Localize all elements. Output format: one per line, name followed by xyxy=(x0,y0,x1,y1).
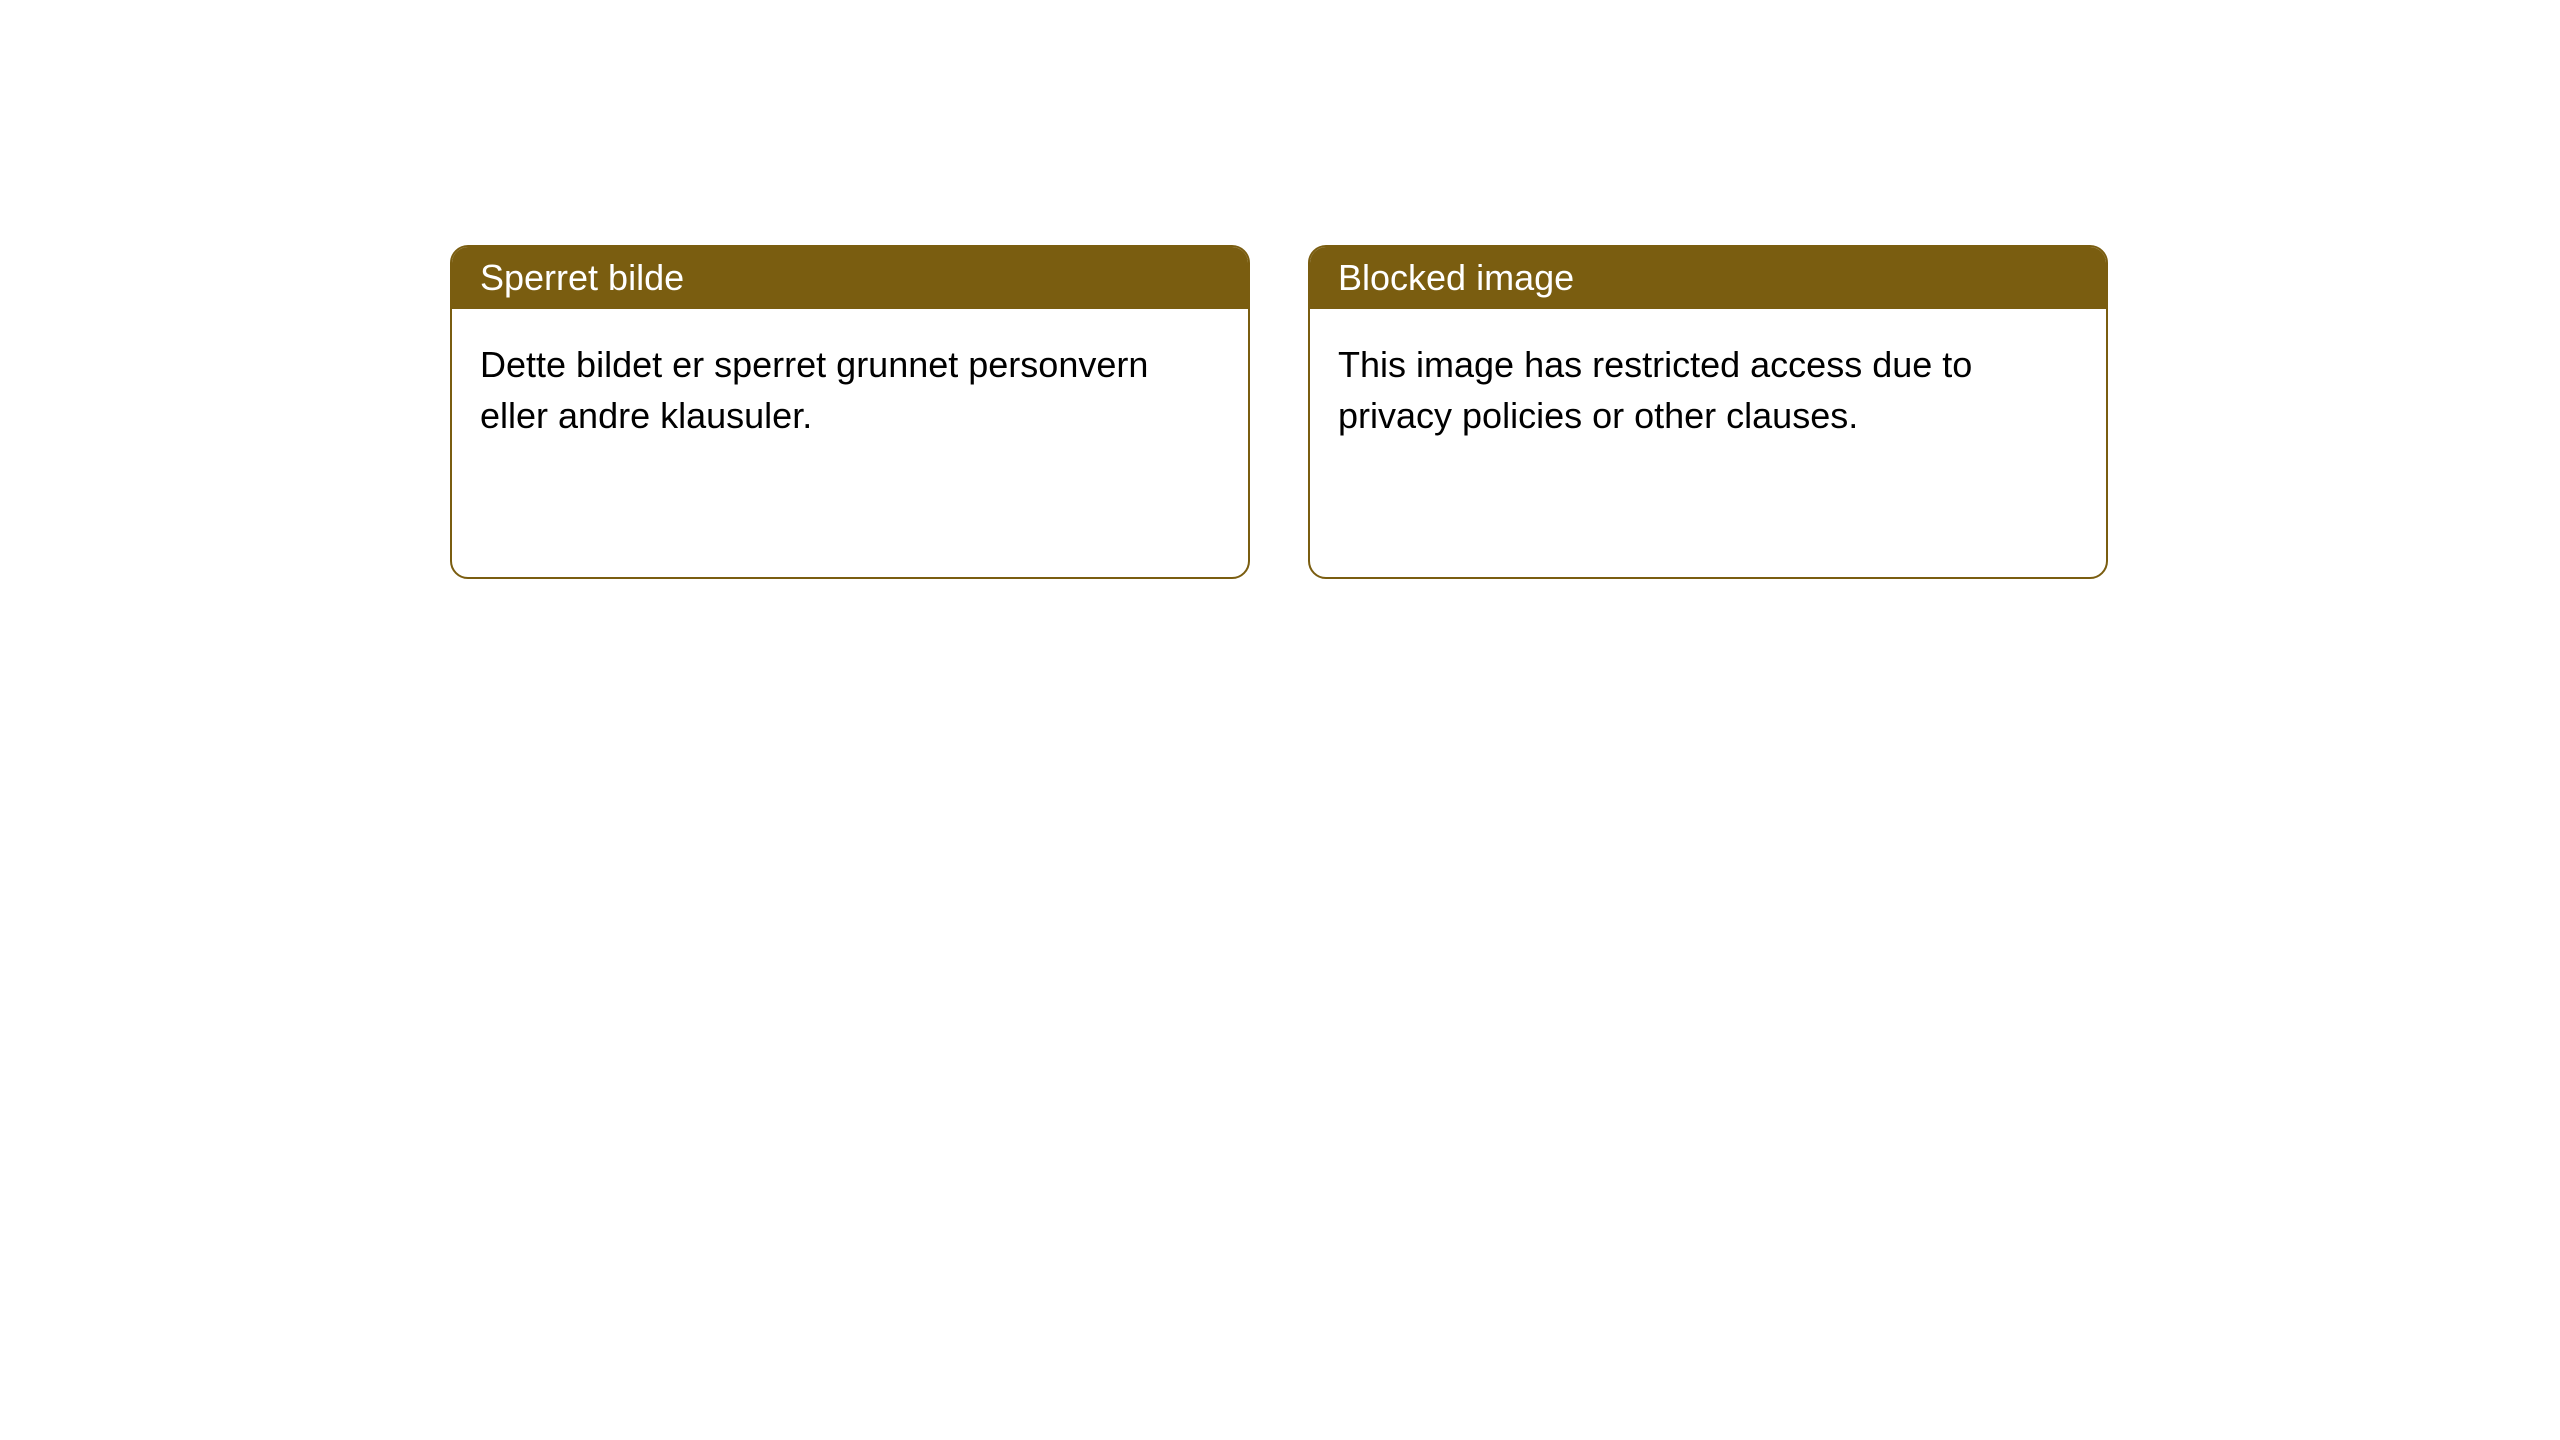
card-body-text: This image has restricted access due to … xyxy=(1338,344,1972,436)
card-body-text: Dette bildet er sperret grunnet personve… xyxy=(480,344,1148,436)
card-body: Dette bildet er sperret grunnet personve… xyxy=(452,309,1248,471)
card-header: Blocked image xyxy=(1310,247,2106,309)
notice-card-english: Blocked image This image has restricted … xyxy=(1308,245,2108,579)
card-body: This image has restricted access due to … xyxy=(1310,309,2106,471)
card-header-text: Sperret bilde xyxy=(480,257,684,299)
card-container: Sperret bilde Dette bildet er sperret gr… xyxy=(0,0,2560,579)
notice-card-norwegian: Sperret bilde Dette bildet er sperret gr… xyxy=(450,245,1250,579)
card-header: Sperret bilde xyxy=(452,247,1248,309)
card-header-text: Blocked image xyxy=(1338,257,1574,299)
